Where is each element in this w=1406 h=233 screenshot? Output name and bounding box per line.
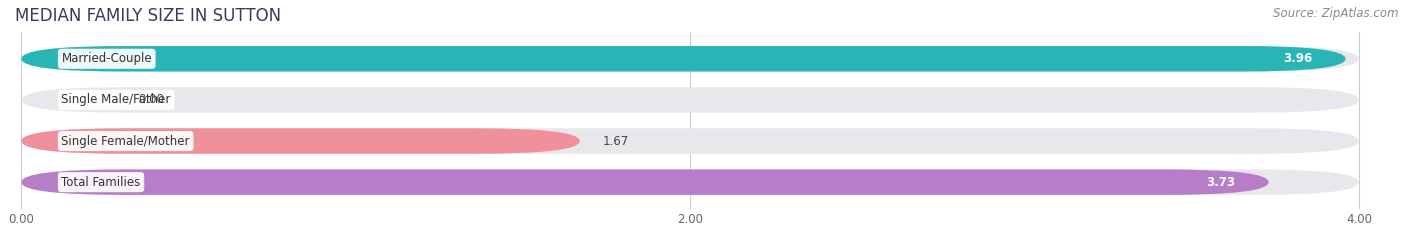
FancyBboxPatch shape [21,87,1360,113]
FancyBboxPatch shape [21,169,1268,195]
Text: 1.67: 1.67 [603,134,630,147]
FancyBboxPatch shape [21,128,1360,154]
Text: 3.73: 3.73 [1206,176,1236,189]
Text: Source: ZipAtlas.com: Source: ZipAtlas.com [1274,7,1399,20]
FancyBboxPatch shape [21,46,1360,72]
Text: 3.96: 3.96 [1282,52,1312,65]
Text: Single Female/Mother: Single Female/Mother [62,134,190,147]
Text: Married-Couple: Married-Couple [62,52,152,65]
Text: Single Male/Father: Single Male/Father [62,93,170,106]
FancyBboxPatch shape [21,46,1346,72]
Text: 0.00: 0.00 [138,93,165,106]
FancyBboxPatch shape [21,128,579,154]
Text: MEDIAN FAMILY SIZE IN SUTTON: MEDIAN FAMILY SIZE IN SUTTON [14,7,281,25]
FancyBboxPatch shape [21,169,1360,195]
Text: Total Families: Total Families [62,176,141,189]
